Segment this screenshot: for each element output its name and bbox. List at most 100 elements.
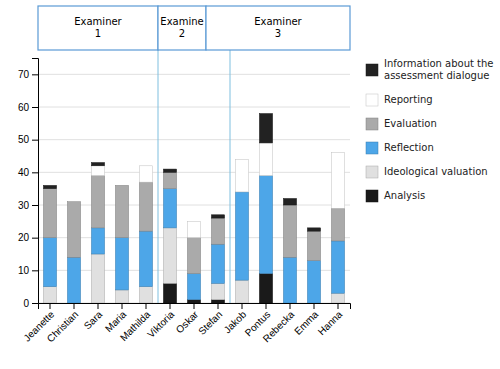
- bar-segment: [91, 254, 104, 303]
- tick: 0: [23, 298, 38, 309]
- tick-mark: [32, 303, 38, 304]
- bar-segment: [139, 165, 152, 166]
- bar-segment: [43, 189, 56, 238]
- tick-label: 20: [18, 232, 30, 243]
- tick-label: 30: [18, 200, 30, 211]
- bar-segment: [163, 189, 176, 228]
- grid-line: [38, 205, 350, 206]
- tick-mark: [266, 303, 267, 309]
- legend-item: Ideological valuation: [366, 166, 488, 178]
- bars: [43, 114, 344, 303]
- tick-mark: [218, 303, 219, 309]
- bar-segment: [43, 238, 56, 287]
- bar-segment: [235, 159, 248, 192]
- text-line: assessment dialogue: [384, 70, 489, 81]
- bar-segment: [283, 257, 296, 303]
- tick: Mathilda: [118, 303, 153, 343]
- tick-label: Stefan: [196, 309, 224, 337]
- tick-mark: [32, 238, 38, 239]
- grid-line: [38, 172, 350, 173]
- series: [91, 143, 344, 238]
- tick-mark: [194, 303, 195, 309]
- group-box: [158, 6, 206, 50]
- tick: Sara: [82, 303, 105, 331]
- bar-segment: [331, 208, 344, 241]
- group-label: Examiner3: [254, 16, 302, 39]
- tick-mark: [146, 303, 147, 309]
- legend-swatch: [366, 166, 378, 178]
- tick-mark: [32, 205, 38, 206]
- bar-segment: [163, 169, 176, 172]
- tick: Stefan: [196, 303, 224, 337]
- plot: 010203040506070JeanetteChristianSaraMari…: [18, 59, 351, 345]
- bar-segment: [187, 274, 200, 300]
- bar-segment: [67, 202, 80, 258]
- tick-label: 50: [18, 134, 30, 145]
- bar-segment: [187, 300, 200, 303]
- tick-label: 70: [18, 69, 30, 80]
- grid-line: [38, 107, 350, 108]
- bar-segment: [115, 185, 128, 186]
- annotations: Examiner1 Examine2 Examiner3: [38, 6, 350, 303]
- bar-segment: [283, 198, 296, 205]
- bar-segment: [307, 228, 320, 231]
- tick-mark: [170, 303, 171, 309]
- bar-segment: [259, 143, 272, 176]
- tick-mark: [314, 303, 315, 309]
- text-line: Reflection: [384, 142, 434, 153]
- bar-segment: [211, 283, 224, 299]
- tick-mark: [242, 303, 243, 309]
- tick-label: 10: [18, 265, 30, 276]
- bar-segment: [235, 192, 248, 280]
- bar-segment: [91, 166, 104, 176]
- group-box: [38, 6, 158, 50]
- tick-label: Viktoria: [145, 308, 177, 340]
- legend-label: Reflection: [384, 142, 434, 153]
- legend-swatch: [366, 118, 378, 130]
- group-label: Examiner1: [74, 16, 122, 39]
- tick: 40: [18, 167, 38, 178]
- tick: Emma: [292, 303, 321, 337]
- tick: 30: [18, 200, 38, 211]
- legend-label: Evaluation: [384, 118, 437, 129]
- chart: 010203040506070JeanetteChristianSaraMari…: [0, 0, 500, 369]
- y-axis: 010203040506070: [18, 59, 39, 309]
- bar-segment: [91, 228, 104, 254]
- bar-segment: [139, 287, 152, 303]
- text-line: 1: [95, 28, 101, 39]
- group-box: [206, 6, 350, 50]
- bar-segment: [283, 205, 296, 257]
- bar-segment: [211, 215, 224, 218]
- bar-segment: [139, 166, 152, 182]
- bar-segment: [259, 114, 272, 143]
- bar-segment: [331, 293, 344, 303]
- tick: Christian: [45, 303, 81, 344]
- legend-item: Information about theassessment dialogue: [366, 58, 494, 81]
- bar-segment: [211, 300, 224, 303]
- bar-segment: [187, 221, 200, 222]
- tick-label: 0: [23, 298, 29, 309]
- tick: 20: [18, 232, 38, 243]
- text-line: Information about the: [384, 58, 494, 69]
- group-label: Examine2: [160, 16, 203, 39]
- tick-label: Sara: [82, 308, 105, 331]
- legend: Information about theassessment dialogue…: [366, 58, 494, 202]
- bar-segment: [163, 228, 176, 284]
- legend-item: Analysis: [366, 190, 425, 202]
- series: [43, 114, 320, 232]
- tick-label: 40: [18, 167, 30, 178]
- legend-swatch: [366, 94, 378, 106]
- tick-mark: [32, 74, 38, 75]
- bar-segment: [67, 257, 80, 303]
- bar-segment: [211, 218, 224, 244]
- tick-mark: [32, 270, 38, 271]
- bar-segment: [115, 290, 128, 303]
- series: [43, 176, 344, 303]
- legend-label: Ideological valuation: [384, 166, 488, 177]
- bar-segment: [259, 176, 272, 274]
- legend-label: Information about theassessment dialogue: [384, 58, 494, 81]
- legend-label: Analysis: [384, 190, 425, 201]
- bar-segment: [331, 153, 344, 209]
- bar-segment: [187, 221, 200, 237]
- tick-label: Emma: [292, 308, 321, 337]
